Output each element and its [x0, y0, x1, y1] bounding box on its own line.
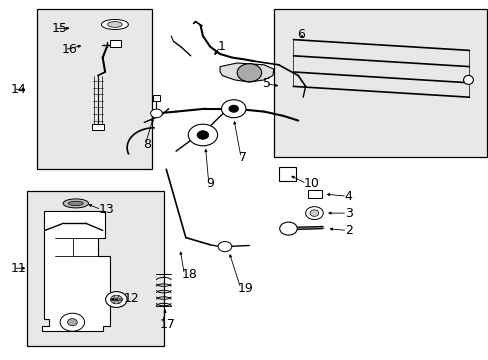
Bar	[92, 124, 104, 130]
Circle shape	[309, 210, 318, 216]
Bar	[37, 9, 151, 169]
Text: 3: 3	[344, 207, 352, 220]
Text: 16: 16	[62, 43, 78, 56]
Text: 17: 17	[160, 318, 175, 330]
Circle shape	[150, 109, 162, 118]
Bar	[153, 95, 160, 101]
Text: 5: 5	[263, 77, 270, 90]
Circle shape	[221, 100, 245, 118]
Ellipse shape	[107, 22, 122, 27]
Circle shape	[305, 207, 323, 220]
Circle shape	[110, 295, 122, 304]
Text: 19: 19	[238, 282, 253, 294]
Text: 4: 4	[344, 190, 352, 203]
Polygon shape	[220, 63, 273, 82]
Circle shape	[228, 105, 238, 112]
Circle shape	[60, 313, 84, 331]
Text: 1: 1	[217, 40, 225, 53]
Bar	[27, 191, 163, 346]
Ellipse shape	[63, 199, 88, 208]
Bar	[110, 40, 121, 47]
Polygon shape	[278, 167, 295, 181]
Circle shape	[237, 64, 261, 82]
Circle shape	[218, 242, 231, 252]
Circle shape	[279, 222, 297, 235]
Text: 11: 11	[11, 262, 26, 275]
Circle shape	[197, 131, 208, 139]
Ellipse shape	[68, 201, 83, 206]
Ellipse shape	[101, 19, 128, 30]
Bar	[273, 9, 486, 157]
Circle shape	[105, 292, 127, 307]
Text: 9: 9	[206, 177, 214, 190]
Text: 10: 10	[304, 177, 319, 190]
FancyBboxPatch shape	[307, 190, 321, 198]
Text: 7: 7	[238, 151, 246, 164]
Text: 12: 12	[123, 292, 139, 305]
Ellipse shape	[463, 76, 472, 85]
Text: 6: 6	[297, 28, 305, 41]
Text: 2: 2	[344, 224, 352, 237]
Text: 13: 13	[99, 203, 114, 216]
Text: 8: 8	[142, 138, 150, 151]
Text: 15: 15	[51, 22, 67, 35]
Text: 18: 18	[182, 268, 197, 281]
Circle shape	[188, 124, 217, 146]
Text: 14: 14	[11, 83, 26, 96]
Circle shape	[67, 319, 77, 326]
Polygon shape	[41, 211, 110, 331]
